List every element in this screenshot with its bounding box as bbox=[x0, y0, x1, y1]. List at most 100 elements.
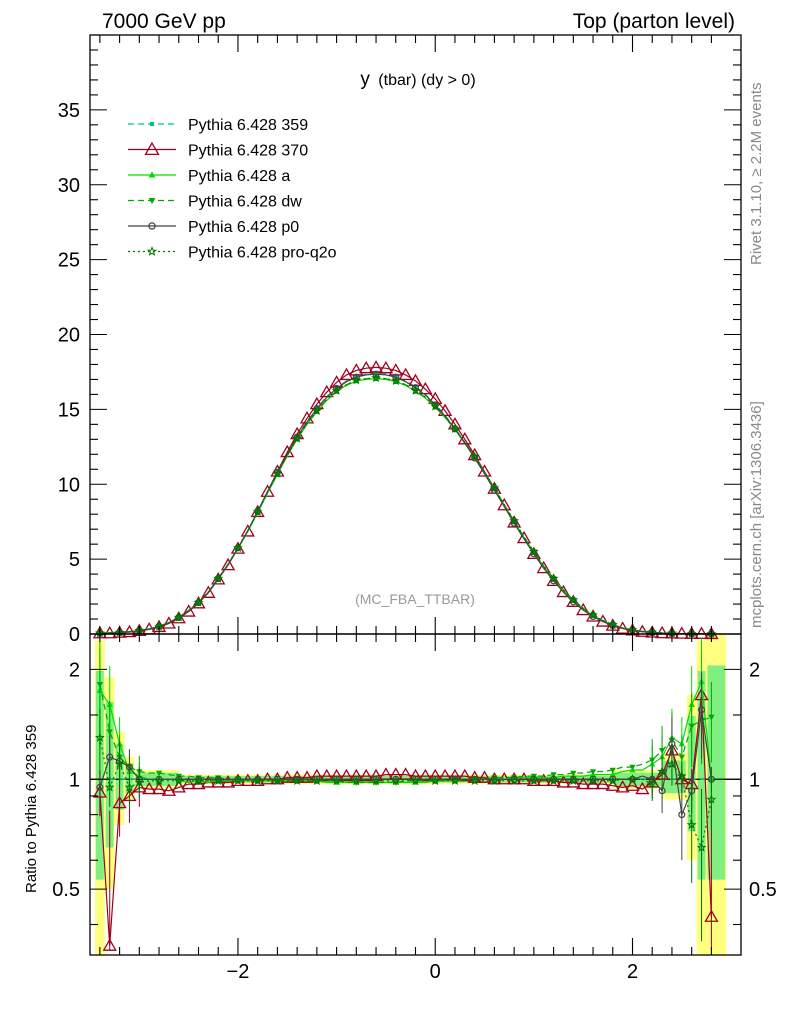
main-point-4-26 bbox=[352, 373, 360, 381]
main-point-5-18 bbox=[272, 468, 283, 478]
ratio-uncertainty-bands bbox=[94, 634, 727, 955]
ratio-band-inner-7 bbox=[663, 760, 686, 794]
main-panel-curves bbox=[92, 360, 719, 640]
ratio-panel-curves bbox=[90, 637, 741, 951]
main-ytick-label: 30 bbox=[58, 175, 80, 197]
ratio-point-1-62 bbox=[704, 909, 719, 922]
ratio-point-5-16 bbox=[252, 775, 263, 786]
main-point-5-38 bbox=[469, 451, 480, 461]
main-point-1-49 bbox=[576, 602, 591, 616]
main-ytick-label: 5 bbox=[69, 549, 80, 571]
ratio-point-5-61 bbox=[696, 842, 707, 852]
ratio-point-5-30 bbox=[390, 775, 401, 786]
ratio-point-5-8 bbox=[173, 775, 184, 786]
ratio-point-5-26 bbox=[351, 775, 362, 786]
ratio-point-1-5 bbox=[142, 781, 157, 795]
ratio-point-3-1 bbox=[106, 729, 113, 736]
legend-marker-3 bbox=[148, 198, 156, 205]
main-point-5-40 bbox=[489, 482, 500, 493]
ratio-point-1-50 bbox=[585, 776, 601, 790]
ratio-point-5-52 bbox=[607, 775, 618, 786]
ratio-point-1-7 bbox=[161, 783, 177, 796]
ratio-point-3-6 bbox=[155, 770, 163, 777]
main-point-4-42 bbox=[510, 519, 518, 527]
main-point-1-30 bbox=[388, 363, 403, 376]
ratio-point-1-53 bbox=[615, 780, 630, 793]
main-point-5-42 bbox=[509, 515, 520, 526]
ratio-point-1-6 bbox=[151, 781, 167, 795]
ratio-point-1-43 bbox=[516, 771, 532, 785]
ratio-point-2-52 bbox=[609, 771, 616, 777]
main-point-1-31 bbox=[398, 367, 413, 381]
main-ytick-label: 0 bbox=[69, 624, 80, 646]
ratio-point-1-54 bbox=[625, 778, 640, 791]
ratio-xtick-label: 2 bbox=[627, 961, 638, 983]
ratio-point-1-10 bbox=[191, 776, 206, 790]
legend-label-2: Pythia 6.428 a bbox=[188, 168, 290, 185]
main-point-5-34 bbox=[430, 401, 441, 411]
main-point-5-22 bbox=[311, 405, 322, 416]
ratio-series-line-5 bbox=[99, 737, 712, 850]
ratio-point-5-24 bbox=[331, 775, 342, 786]
main-point-1-26 bbox=[349, 363, 364, 376]
ratio-point-5-44 bbox=[528, 775, 539, 786]
main-ytick-label: 15 bbox=[58, 399, 80, 421]
legend-label-4: Pythia 6.428 p0 bbox=[188, 219, 299, 236]
header-right-title: Top (parton level) bbox=[573, 10, 735, 33]
ratio-point-3-46 bbox=[550, 772, 557, 778]
ratio-point-1-2 bbox=[112, 795, 127, 809]
ratio-series-line-2 bbox=[99, 681, 712, 784]
ratio-point-5-32 bbox=[410, 775, 421, 786]
main-ytick-label: 10 bbox=[58, 474, 80, 496]
legend-label-5: Pythia 6.428 pro-q2o bbox=[188, 245, 337, 262]
main-point-5-26 bbox=[351, 374, 362, 385]
main-point-1-59 bbox=[674, 626, 689, 639]
main-point-5-44 bbox=[528, 546, 539, 556]
ratio-point-1-25 bbox=[339, 768, 354, 782]
legend-label-3: Pythia 6.428 dw bbox=[188, 194, 302, 211]
main-point-1-17 bbox=[260, 484, 275, 497]
ratio-point-4-61 bbox=[698, 706, 706, 714]
legend-marker-5 bbox=[146, 245, 158, 256]
ratio-point-5-6 bbox=[154, 775, 164, 786]
ratio-point-3-0 bbox=[96, 682, 104, 688]
main-point-1-13 bbox=[220, 557, 236, 571]
ratio-point-5-40 bbox=[489, 775, 500, 786]
ratio-point-4-59 bbox=[678, 811, 686, 819]
ratio-point-5-14 bbox=[233, 775, 243, 786]
ratio-point-3-59 bbox=[678, 754, 685, 761]
ratio-point-5-22 bbox=[311, 775, 322, 786]
side-label-rivet: Rivet 3.1.10, ≥ 2.2M events bbox=[748, 83, 765, 266]
main-point-1-9 bbox=[181, 604, 196, 617]
ratio-point-5-57 bbox=[657, 766, 668, 776]
ratio-point-1-55 bbox=[635, 781, 650, 795]
legend-marker-4 bbox=[148, 222, 156, 230]
ratio-ytick-label-right: 2 bbox=[749, 659, 760, 681]
main-point-4-38 bbox=[471, 454, 479, 462]
ratio-xtick-label: −2 bbox=[227, 961, 250, 983]
ratio-series-line-4 bbox=[99, 709, 712, 817]
legend-marker-2 bbox=[148, 171, 156, 178]
main-point-1-25 bbox=[339, 367, 354, 381]
ratio-point-5-4 bbox=[134, 777, 145, 787]
main-point-1-45 bbox=[536, 560, 551, 574]
main-ytick-label: 25 bbox=[58, 250, 80, 272]
main-point-5-12 bbox=[213, 573, 224, 583]
main-point-5-48 bbox=[568, 594, 579, 605]
ratio-point-1-19 bbox=[280, 770, 295, 783]
ratio-ytick-label-right: 1 bbox=[749, 769, 760, 791]
main-point-5-36 bbox=[450, 423, 460, 434]
ratio-band-inner-9 bbox=[697, 670, 706, 880]
ratio-point-5-18 bbox=[272, 775, 283, 786]
plot-title-main: y bbox=[360, 69, 370, 90]
main-point-1-41 bbox=[497, 497, 512, 511]
ratio-point-1-8 bbox=[171, 780, 186, 793]
ratio-point-3-48 bbox=[570, 770, 577, 777]
main-point-1-27 bbox=[359, 360, 374, 374]
main-ytick-label: 20 bbox=[58, 325, 80, 347]
ratio-ytick-label: 0.5 bbox=[52, 879, 80, 901]
plot-title-sub: (tbar) (dy > 0) bbox=[378, 72, 475, 89]
ratio-point-5-2 bbox=[114, 758, 125, 769]
ratio-point-1-27 bbox=[359, 768, 374, 782]
ratio-ytick-label-right: 0.5 bbox=[749, 879, 777, 901]
